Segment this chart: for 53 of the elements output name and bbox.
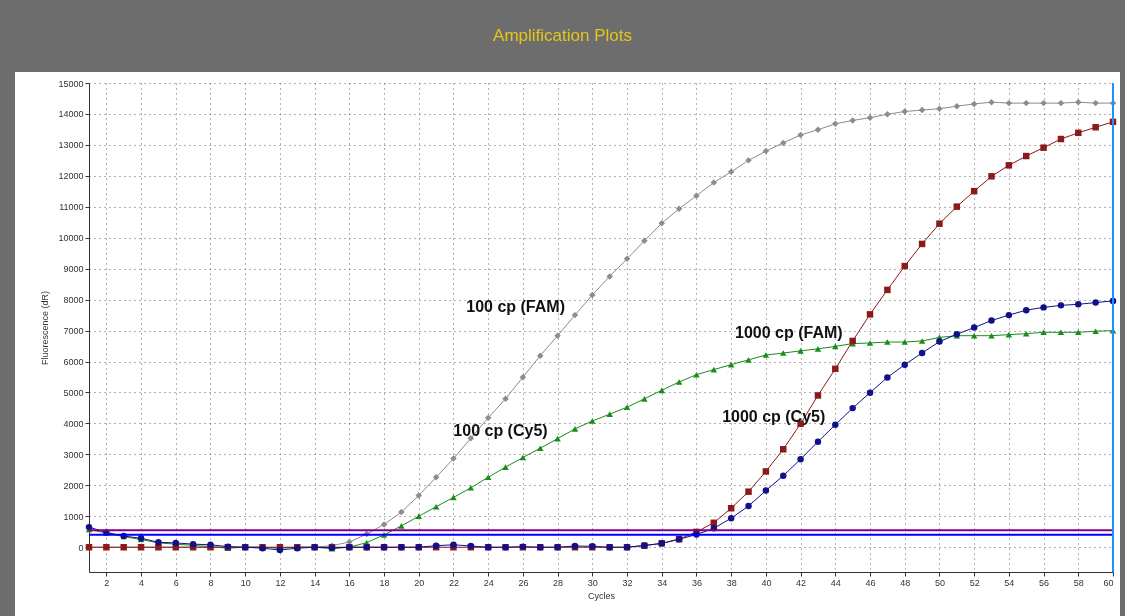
x-tick-label: 6: [173, 577, 179, 588]
y-tick-label: 7000: [63, 326, 84, 337]
series-label: 100 cp (FAM): [466, 298, 565, 316]
y-tick-label: 8000: [63, 295, 84, 306]
y-tick-label: 12000: [58, 171, 84, 182]
x-tick-label: 28: [553, 577, 564, 588]
x-tick-label: 16: [344, 577, 355, 588]
y-tick-label: 13000: [58, 140, 84, 151]
x-tick-label: 52: [969, 577, 980, 588]
x-tick-label: 8: [208, 577, 214, 588]
y-tick-label: 10000: [58, 233, 84, 244]
x-tick-label: 12: [275, 577, 286, 588]
x-tick-label: 42: [796, 577, 807, 588]
x-tick-label: 2: [104, 577, 110, 588]
x-tick-label: 56: [1039, 577, 1050, 588]
y-tick-label: 0: [78, 542, 84, 553]
x-tick-label: 50: [934, 577, 945, 588]
y-tick-label: 9000: [63, 264, 84, 275]
y-tick-label: 2000: [63, 480, 84, 491]
y-tick-label: 14000: [58, 109, 84, 120]
x-tick-label: 58: [1073, 577, 1084, 588]
x-tick-label: 18: [379, 577, 390, 588]
x-tick-label: 60: [1103, 577, 1114, 588]
y-tick-label: 6000: [63, 357, 84, 368]
x-tick-label: 20: [414, 577, 425, 588]
x-tick-label: 24: [483, 577, 494, 588]
y-tick-label: 5000: [63, 387, 84, 398]
series-label: 100 cp (Cy5): [453, 421, 548, 439]
x-tick-label: 34: [657, 577, 668, 588]
x-tick-label: 4: [139, 577, 145, 588]
x-tick-label: 26: [518, 577, 529, 588]
x-tick-label: 14: [310, 577, 321, 588]
x-tick-label: 30: [587, 577, 598, 588]
x-tick-label: 48: [900, 577, 911, 588]
x-tick-label: 54: [1004, 577, 1015, 588]
x-tick-label: 32: [622, 577, 633, 588]
x-tick-label: 38: [726, 577, 737, 588]
x-tick-label: 40: [761, 577, 772, 588]
y-tick-label: 3000: [63, 449, 84, 460]
x-tick-label: 36: [691, 577, 702, 588]
series-label: 1000 cp (FAM): [735, 323, 843, 341]
chart-title: Amplification Plots: [492, 25, 633, 47]
y-tick-label: 15000: [58, 78, 84, 89]
y-tick-label: 4000: [63, 418, 84, 429]
x-tick-label: 10: [240, 577, 251, 588]
x-tick-label: 44: [830, 577, 841, 588]
y-tick-label: 11000: [59, 202, 84, 213]
y-axis-title: Fluorescence (dR): [40, 290, 51, 366]
x-axis-title: Cycles: [587, 590, 616, 601]
x-tick-label: 46: [865, 577, 876, 588]
y-tick-label: 1000: [63, 511, 84, 522]
x-tick-label: 22: [448, 577, 459, 588]
series-label: 1000 cp (Cy5): [722, 407, 826, 425]
